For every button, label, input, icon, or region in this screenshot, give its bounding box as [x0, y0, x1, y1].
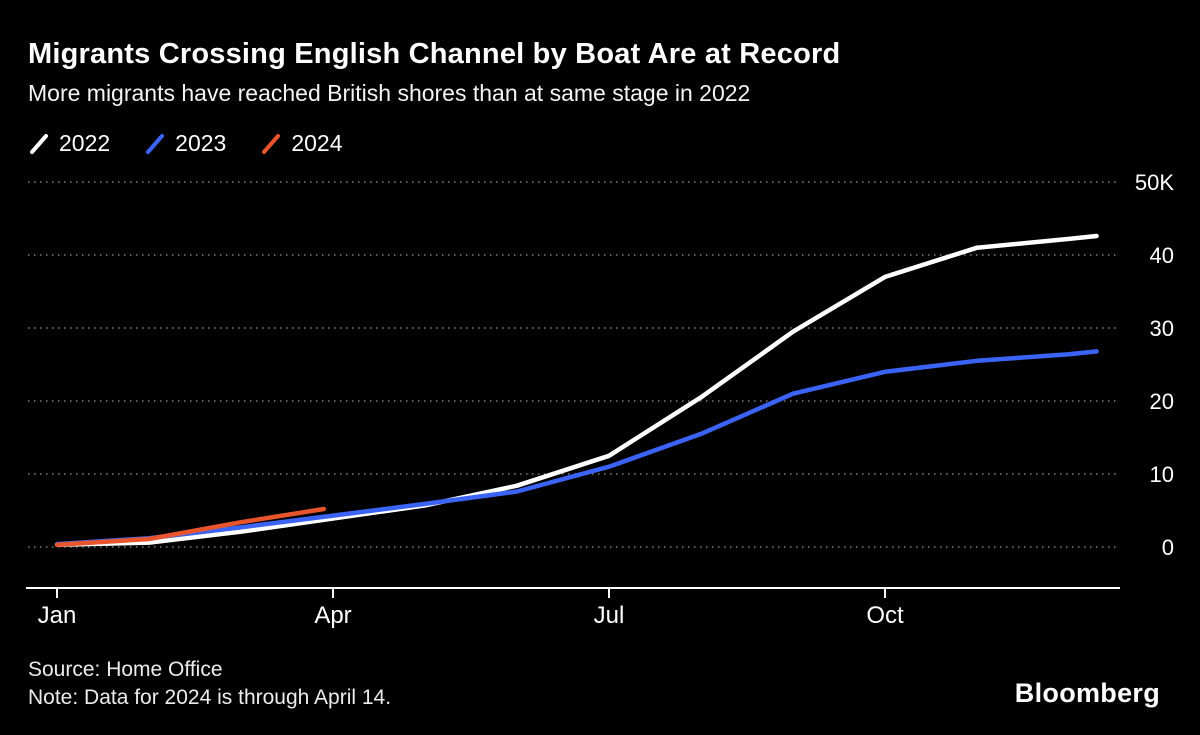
y-tick-label: 50K [1135, 170, 1174, 195]
legend: 2022 2023 2024 [28, 130, 343, 157]
chart-subtitle: More migrants have reached British shore… [28, 80, 751, 106]
legend-label: 2023 [175, 130, 227, 156]
legend-item-2024: 2024 [260, 130, 343, 157]
legend-item-2022: 2022 [28, 130, 110, 157]
line-chart: 50K 40 30 20 10 0 Jan Apr Jul Oct [26, 170, 1174, 629]
legend-label: 2022 [59, 130, 111, 156]
legend-slash-icon [262, 133, 281, 154]
y-tick-label: 0 [1162, 535, 1174, 560]
series-line-2024 [54, 506, 327, 548]
legend-label: 2024 [291, 130, 343, 156]
x-tick-label: Apr [314, 602, 351, 629]
legend-slash-icon [30, 133, 48, 154]
y-tick-label: 30 [1150, 316, 1174, 341]
series-line-2023 [54, 349, 1099, 547]
legend-item-2023: 2023 [144, 130, 226, 157]
x-tick-label: Jan [38, 602, 77, 629]
y-tick-label: 40 [1150, 243, 1174, 268]
x-tick-label: Jul [594, 602, 625, 629]
series-line-2022 [54, 233, 1099, 548]
legend-slash-icon [146, 133, 165, 154]
note-text: Note: Data for 2024 is through April 14. [28, 686, 392, 709]
y-tick-label: 20 [1150, 389, 1174, 414]
source-text: Source: Home Office [28, 658, 223, 681]
bloomberg-logo: Bloomberg [1014, 678, 1160, 708]
page-title: Migrants Crossing English Channel by Boa… [28, 38, 841, 70]
y-tick-label: 10 [1150, 462, 1174, 487]
x-tick-label: Oct [866, 602, 904, 629]
